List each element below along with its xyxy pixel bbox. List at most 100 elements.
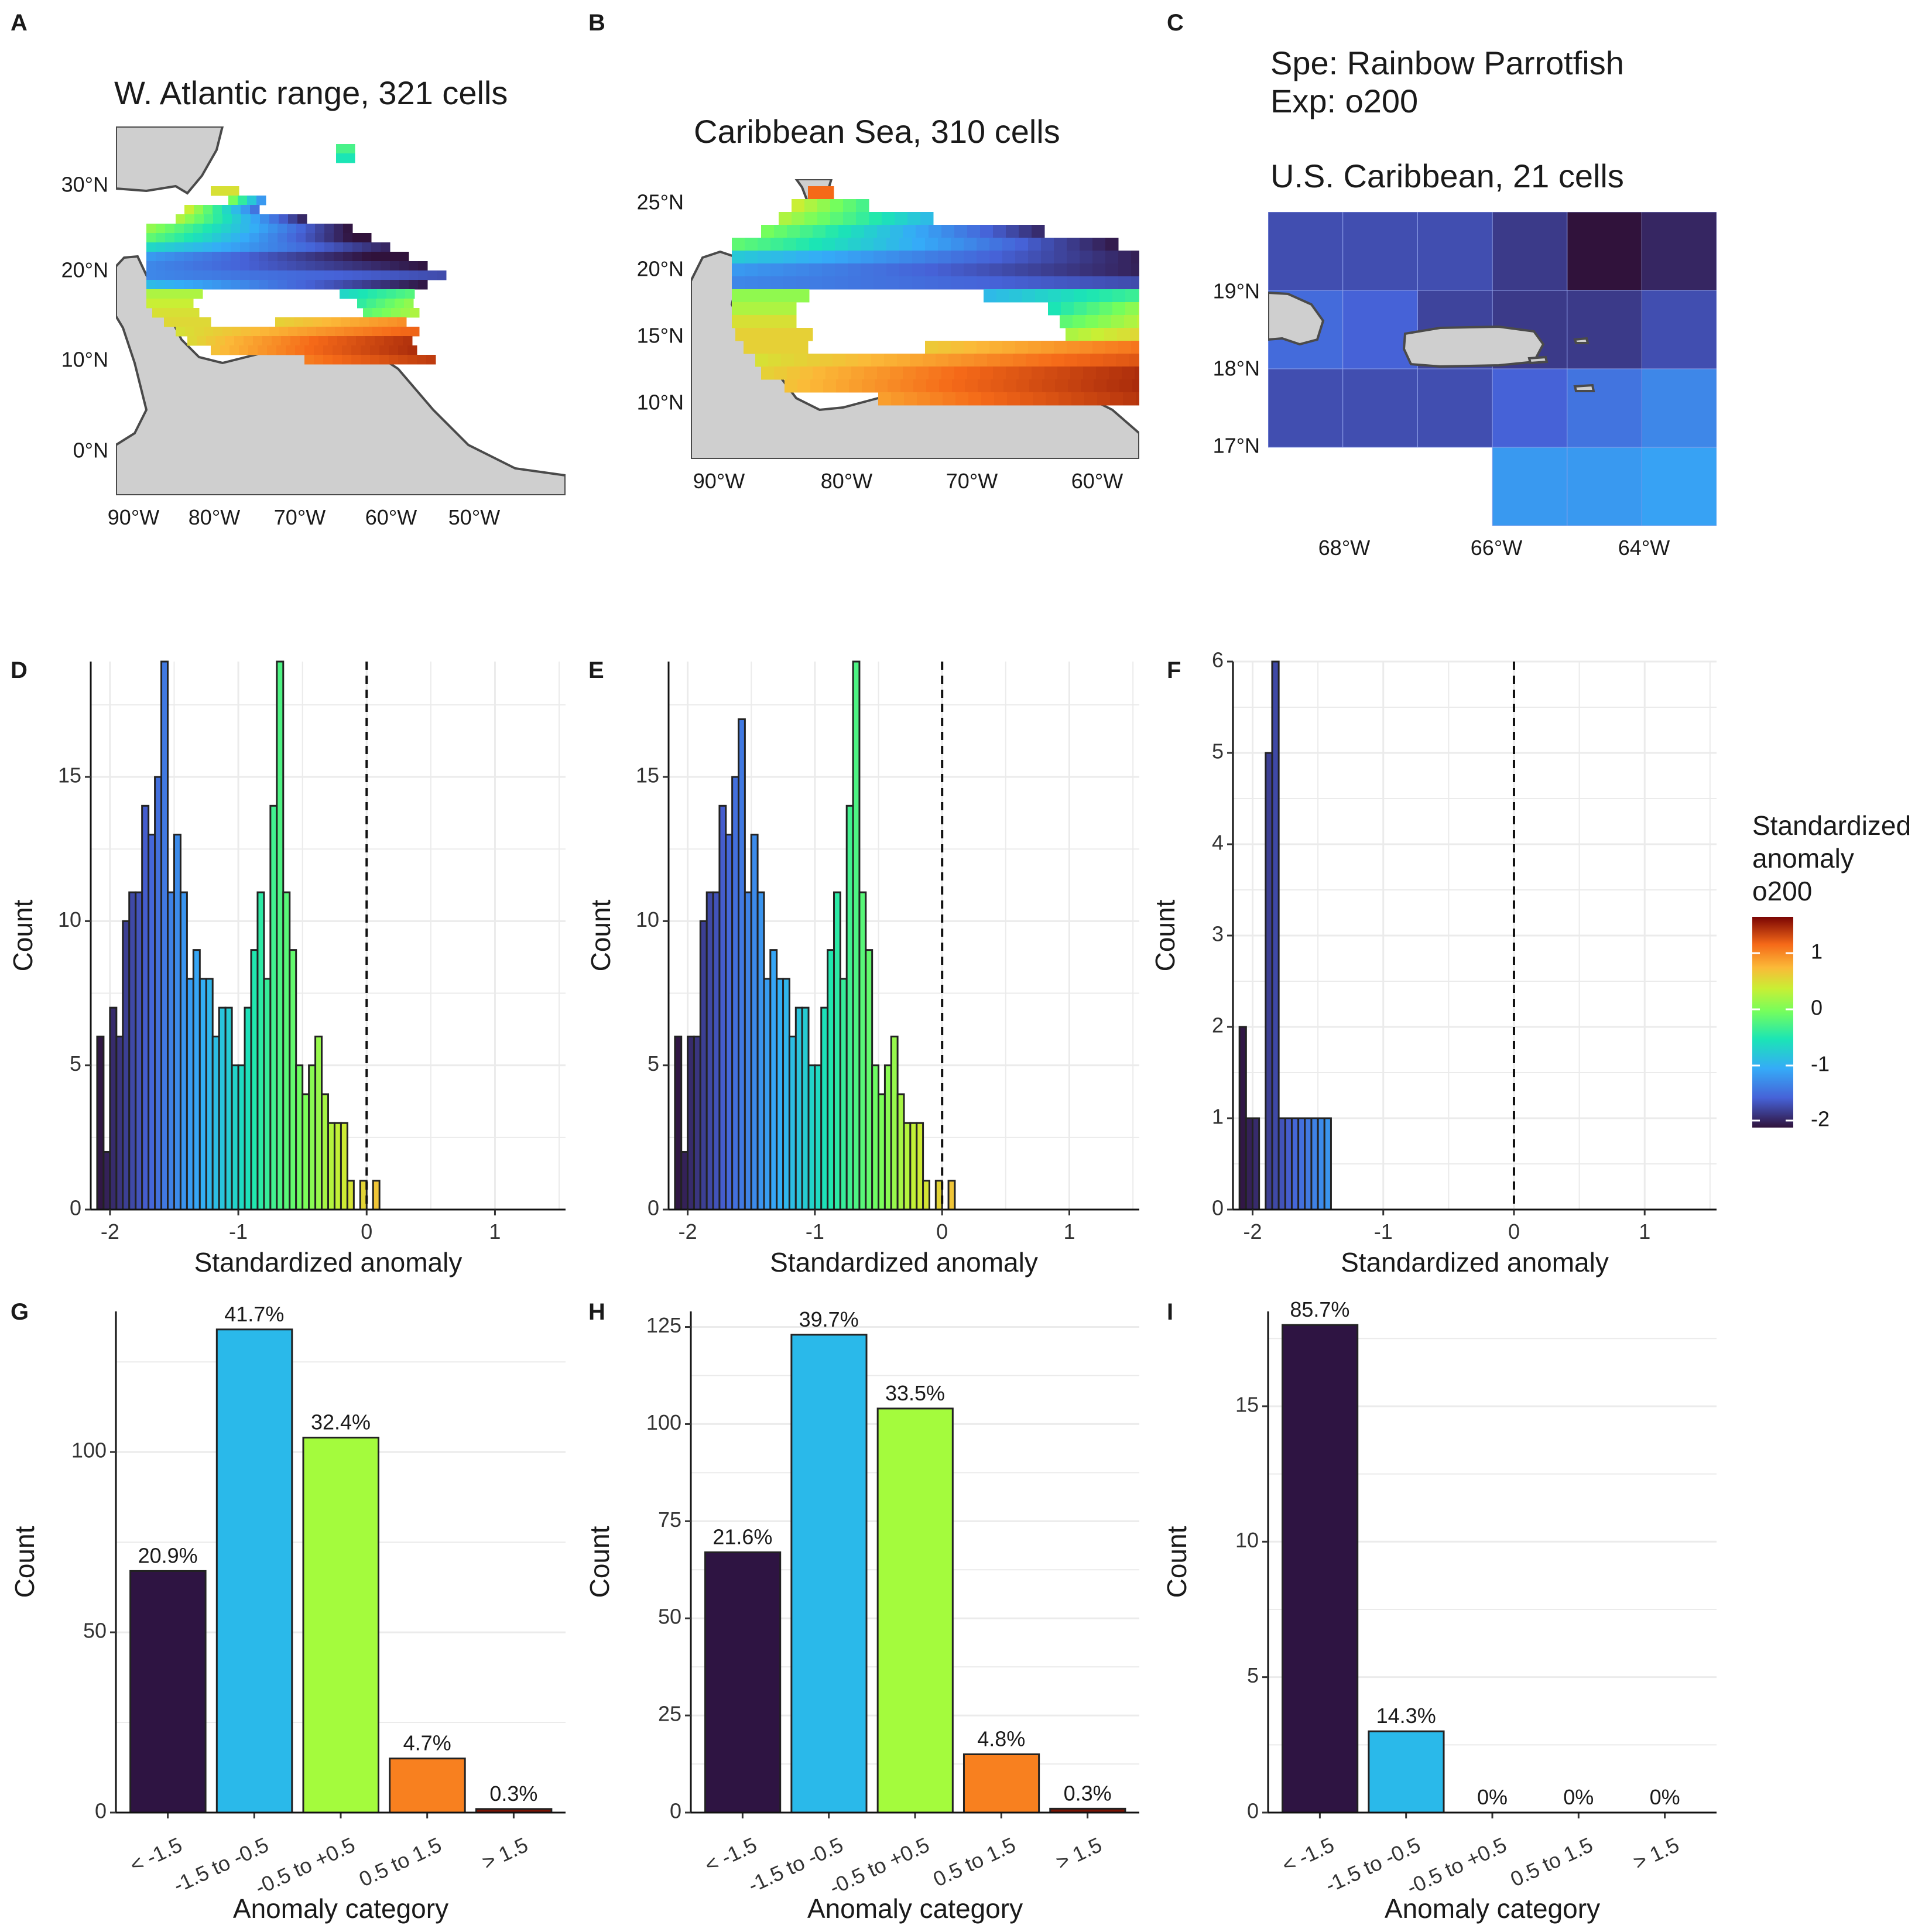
map-cell — [437, 270, 447, 280]
histogram-bar — [839, 978, 848, 1211]
histogram-bar — [833, 891, 841, 1211]
map-cell — [1157, 341, 1170, 354]
x-axis-title: Anomaly category — [1385, 1893, 1600, 1924]
map-cell — [239, 345, 249, 355]
category-chart-i: 85.7%< -1.514.3%-1.5 to -0.50%-0.5 to +0… — [1162, 1297, 1717, 1924]
map-cell — [221, 242, 231, 252]
map-cell — [770, 251, 784, 264]
map-cell — [809, 276, 823, 290]
map-cell — [287, 261, 297, 271]
legend-tick-label: 1 — [1811, 940, 1823, 964]
map-cell — [1112, 289, 1126, 303]
map-c-land — [1268, 291, 1595, 392]
map-cell — [352, 233, 362, 243]
map-cell — [249, 242, 259, 252]
y-axis-title: Count — [8, 899, 38, 971]
map-cell — [878, 392, 892, 406]
map-cell — [903, 225, 916, 238]
map-cell — [987, 354, 1001, 367]
map-cell — [286, 345, 296, 355]
map-cell — [1073, 315, 1086, 328]
bar-percent-label: 0.3% — [1064, 1781, 1112, 1805]
map-cell — [418, 270, 428, 280]
histogram-bar — [1310, 1117, 1319, 1211]
map-cell — [1081, 379, 1094, 393]
map-cell — [272, 336, 282, 346]
map-cell — [212, 261, 222, 271]
map-cell — [279, 214, 289, 224]
map-cell — [899, 263, 913, 277]
map-cell — [1142, 354, 1155, 367]
map-cell — [184, 224, 194, 234]
map-cell — [835, 238, 848, 251]
map-cell — [1111, 315, 1125, 328]
histogram-bar — [295, 1064, 304, 1211]
map-cell — [848, 276, 861, 290]
map-cell — [278, 270, 287, 280]
map-cell — [1143, 328, 1156, 341]
map-cell — [1131, 263, 1139, 277]
map-cell — [247, 196, 257, 205]
map-cell — [334, 242, 344, 252]
map-cell — [194, 327, 204, 337]
map-cell — [192, 317, 202, 327]
map-cell — [1173, 366, 1187, 380]
map-cell — [405, 289, 415, 299]
map-cell — [792, 212, 805, 225]
map-cell — [250, 205, 260, 215]
y-tick-label: 0 — [670, 1799, 681, 1823]
map-cell — [309, 336, 319, 346]
histogram-bar — [179, 891, 188, 1211]
map-cell — [1107, 379, 1120, 393]
bar-percent-label: 41.7% — [224, 1302, 284, 1326]
map-cell — [1150, 315, 1163, 328]
y-tick-label: 125 — [646, 1313, 681, 1337]
map-cell — [981, 392, 995, 406]
map-cell — [825, 225, 839, 238]
map-cell — [372, 327, 382, 337]
map-cell — [203, 261, 213, 271]
map-a-lat-label: 0°N — [73, 439, 108, 463]
map-panel-b: B Caribbean Sea, 310 cells 25°N 20°N 15°… — [588, 10, 1187, 493]
map-cell — [938, 251, 951, 264]
category-tick-label: < -1.5 — [701, 1832, 761, 1877]
map-cell — [184, 270, 194, 280]
category-tick-label: 0.5 to 1.5 — [1506, 1832, 1596, 1892]
category-tick-label: > 1.5 — [1629, 1832, 1683, 1874]
map-cell — [1105, 263, 1119, 277]
map-cell — [768, 354, 782, 367]
histogram-bar — [782, 978, 790, 1211]
histogram-bar — [794, 1006, 803, 1211]
map-cell — [354, 327, 364, 337]
map-cell — [1160, 366, 1174, 380]
category-tick-label: 0.5 to 1.5 — [929, 1832, 1019, 1892]
map-cell — [809, 238, 823, 251]
map-cell — [993, 225, 1006, 238]
map-cell — [884, 354, 898, 367]
map-cell — [185, 214, 195, 224]
map-cell — [197, 336, 207, 346]
map-cell — [1009, 289, 1023, 303]
map-cell — [980, 366, 994, 380]
map-cell — [925, 276, 938, 290]
map-cell — [835, 263, 848, 277]
map-cell — [240, 270, 250, 280]
map-cell — [287, 270, 297, 280]
map-cell — [418, 280, 428, 290]
map-cell — [176, 214, 186, 224]
map-cell — [184, 233, 194, 243]
map-cell — [899, 276, 913, 290]
histogram-bar — [211, 1035, 220, 1211]
histogram-bar — [340, 1122, 348, 1211]
map-cell — [952, 379, 965, 393]
map-cell — [359, 317, 369, 327]
map-a-lon-label: 60°W — [365, 505, 417, 529]
map-cell — [758, 302, 771, 316]
map-cell — [1068, 379, 1081, 393]
category-bar — [962, 1753, 1040, 1814]
map-cell — [407, 345, 417, 355]
map-cell — [176, 327, 186, 337]
histogram-bar — [750, 834, 759, 1211]
